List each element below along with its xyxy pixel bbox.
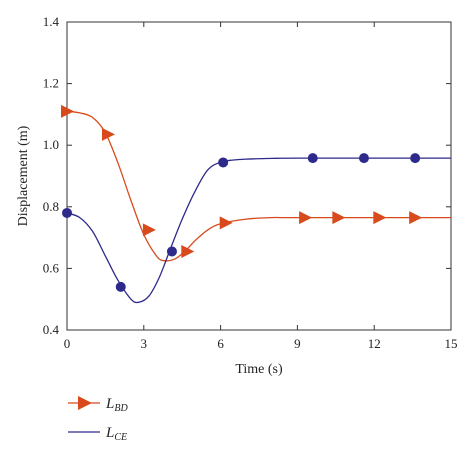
series-lines	[66, 110, 451, 304]
y-tick-label: 0.4	[43, 322, 60, 337]
x-tick-label: 12	[368, 336, 381, 351]
series-line-lce	[66, 157, 451, 304]
y-tick-label: 0.8	[43, 199, 59, 214]
data-point-lbd	[181, 244, 195, 258]
data-point-lbd	[61, 104, 74, 118]
plot-frame	[66, 21, 452, 331]
data-point-lbd	[409, 211, 423, 225]
axis-ticks: 0 3 6 9 12 15 0.4 0.6 0.8 1.0 1.2 1.4	[43, 14, 458, 351]
y-axis-title: Displacement (m)	[16, 125, 31, 226]
x-tick-label: 6	[217, 336, 224, 351]
data-point-lbd	[332, 211, 346, 225]
data-point-lce	[218, 157, 229, 168]
x-tick-label: 0	[64, 336, 71, 351]
legend-label-lce-main: L	[105, 425, 114, 441]
y-tick-label: 1.2	[43, 76, 59, 91]
data-point-lbd	[219, 216, 233, 230]
legend-entry-lbd: LBD	[68, 396, 128, 414]
legend: LBD LCE	[68, 396, 128, 443]
data-point-lce	[166, 246, 177, 257]
legend-label-lbd-main: L	[105, 396, 114, 412]
legend-entry-lce: LCE	[68, 425, 127, 443]
legend-marker-lbd	[78, 396, 92, 410]
x-axis-title: Time (s)	[235, 362, 283, 377]
data-point-lbd	[101, 127, 115, 141]
y-tick-label: 1.4	[43, 14, 60, 29]
x-tick-label: 3	[141, 336, 148, 351]
legend-label-lce: LCE	[105, 425, 127, 443]
data-point-lce	[358, 153, 369, 164]
data-point-lce	[115, 281, 126, 292]
legend-label-lbd: LBD	[105, 396, 128, 414]
data-point-lce	[410, 153, 421, 164]
x-tick-label: 15	[445, 336, 458, 351]
data-point-lbd	[299, 211, 313, 225]
data-point-lce	[62, 207, 72, 218]
y-tick-label: 0.6	[43, 260, 60, 275]
series-markers	[61, 104, 423, 292]
y-tick-label: 1.0	[43, 137, 59, 152]
series-line-lbd	[66, 110, 451, 262]
legend-label-lbd-sub: BD	[114, 403, 128, 414]
x-tick-label: 9	[294, 336, 301, 351]
legend-label-lce-sub: CE	[114, 432, 127, 443]
data-point-lce	[307, 153, 318, 164]
data-point-lbd	[373, 211, 387, 225]
data-point-lbd	[142, 223, 156, 237]
